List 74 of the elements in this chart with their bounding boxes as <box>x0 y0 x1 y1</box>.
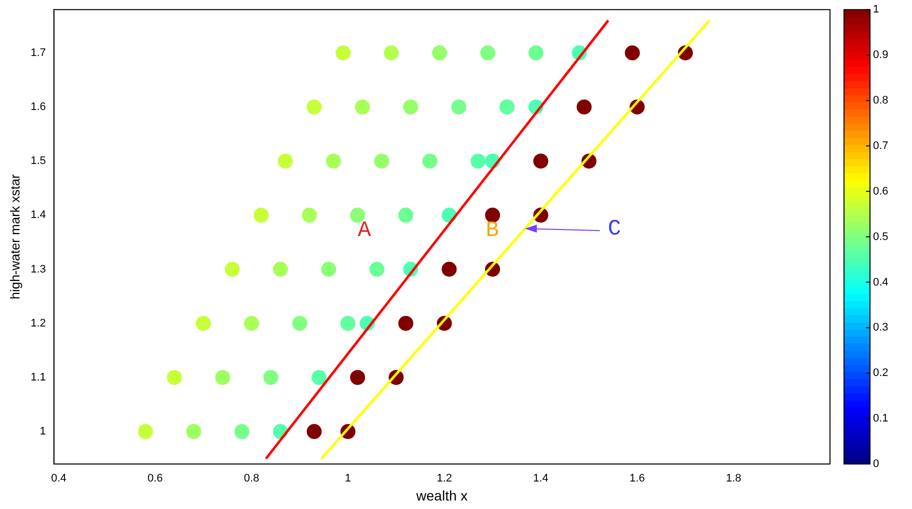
point <box>403 99 418 114</box>
color-bar-label: 0.5 <box>873 230 888 243</box>
x-tick-label: 1.2 <box>436 472 452 485</box>
annotation: A <box>358 218 372 243</box>
y-tick-label: 1.2 <box>30 317 46 330</box>
x-tick-label: 0.6 <box>147 472 163 485</box>
point <box>398 208 414 223</box>
color-bar-label: 0.2 <box>873 367 888 380</box>
y-tick-label: 1.7 <box>30 46 46 59</box>
y-axis-title: high-water mark xstar <box>7 174 22 300</box>
point <box>292 316 308 331</box>
point <box>624 45 640 60</box>
y-tick-label: 1.4 <box>30 209 46 222</box>
point <box>326 154 341 169</box>
point <box>186 424 202 440</box>
x-tick-label: 0.8 <box>244 472 260 485</box>
point <box>312 370 327 385</box>
point <box>321 262 336 277</box>
point <box>350 370 366 385</box>
point <box>500 99 515 114</box>
point <box>384 45 399 60</box>
point <box>340 316 356 331</box>
point <box>374 154 390 169</box>
point <box>254 208 269 223</box>
point <box>278 154 293 169</box>
color-bar-label: 0.9 <box>873 49 888 62</box>
point <box>480 45 496 60</box>
color-bar-label: 0.8 <box>873 94 888 107</box>
point <box>263 370 278 385</box>
point <box>306 99 322 114</box>
y-tick-label: 1.3 <box>30 263 46 276</box>
x-tick-label: 1.8 <box>726 472 742 485</box>
x-tick-label: 1.4 <box>533 472 548 485</box>
point <box>533 154 548 169</box>
point <box>442 262 457 277</box>
point <box>422 154 438 169</box>
point <box>398 316 414 331</box>
annotation: C <box>608 216 622 242</box>
point <box>576 99 592 114</box>
point <box>272 262 288 277</box>
point <box>302 208 317 223</box>
point <box>369 262 384 277</box>
y-tick-label: 1.1 <box>30 371 46 384</box>
point <box>451 99 466 114</box>
annotation: B <box>486 218 499 243</box>
x-tick-label: 1 <box>344 472 352 485</box>
point <box>166 370 182 385</box>
point <box>244 316 260 331</box>
color-bar-label: 0.7 <box>873 140 888 152</box>
y-tick-label: 1.5 <box>30 155 46 168</box>
point <box>485 208 500 223</box>
point <box>470 154 486 169</box>
color-bar-label: 0 <box>873 458 880 470</box>
x-tick-label: 1.6 <box>630 472 645 485</box>
color-bar-label: 0.1 <box>873 412 888 425</box>
point <box>350 208 366 223</box>
y-tick-label: 1 <box>40 426 46 438</box>
color-bar-label: 0.6 <box>873 185 888 198</box>
point <box>138 424 153 440</box>
point <box>528 45 544 60</box>
point <box>306 424 322 440</box>
x-tick-label: 0.4 <box>51 472 66 485</box>
color-bar-label: 1 <box>873 4 880 16</box>
point <box>215 370 230 385</box>
point <box>432 45 448 60</box>
point <box>224 262 240 277</box>
color-bar-label: 0.3 <box>873 322 888 334</box>
point <box>196 316 211 331</box>
point <box>354 99 370 114</box>
y-tick-label: 1.6 <box>30 101 46 114</box>
point <box>336 45 351 60</box>
color-bar-label: 0.4 <box>873 276 888 288</box>
point <box>234 424 250 440</box>
x-axis-title: wealth x <box>415 487 468 504</box>
